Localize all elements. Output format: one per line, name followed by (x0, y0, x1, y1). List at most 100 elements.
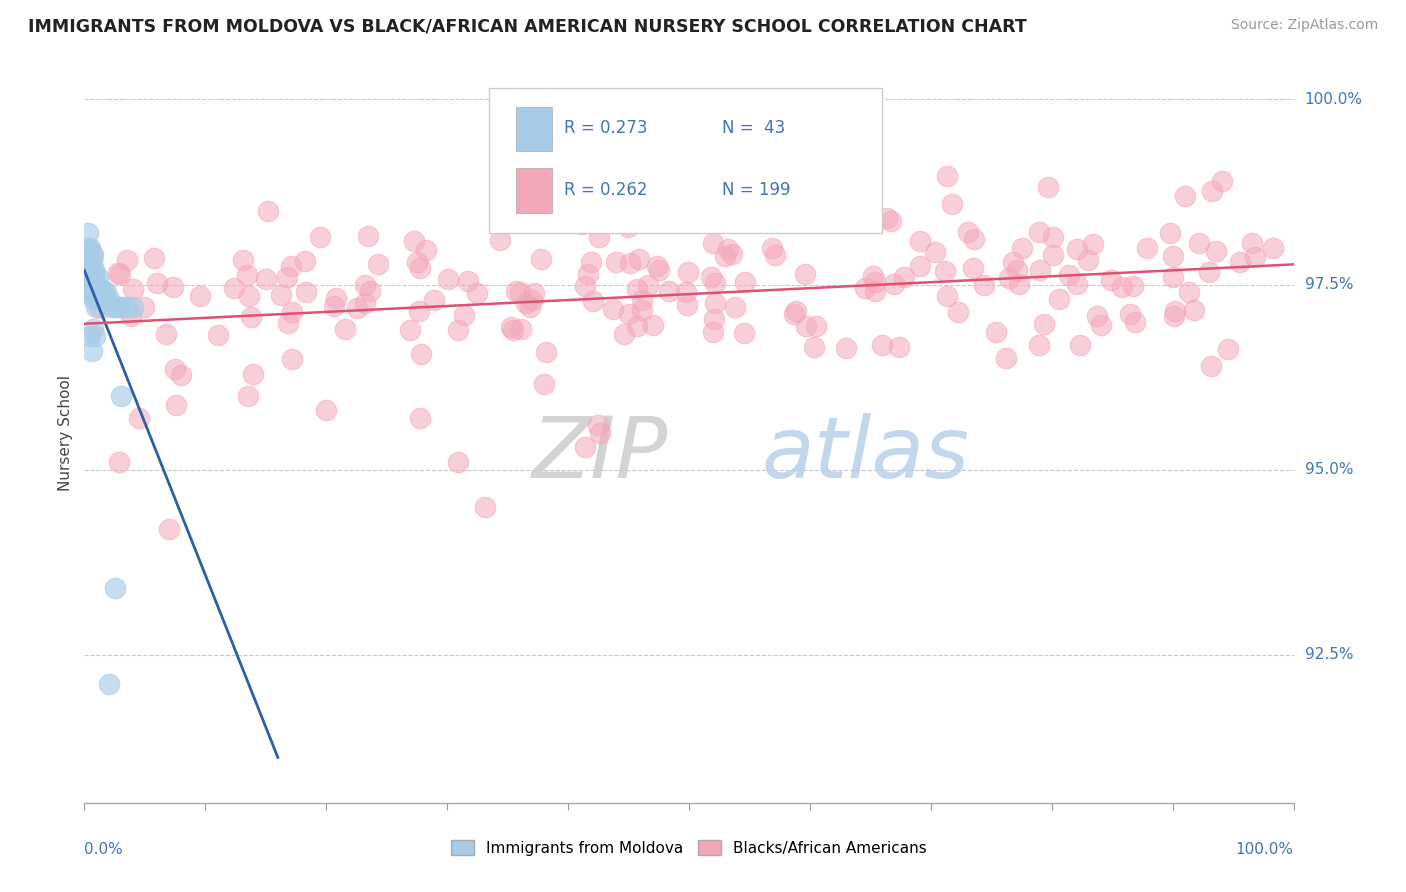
Point (1066, 277, 1088, 291)
Point (637, 278, 659, 293)
Point (862, 268, 884, 283)
Point (89, 293, 111, 307)
Point (505, 284, 527, 298)
Point (1122, 279, 1144, 293)
Point (437, 272, 460, 286)
Point (1028, 225, 1050, 239)
Point (77, 277, 100, 292)
Point (1161, 270, 1184, 285)
Point (83, 262, 105, 277)
Point (353, 277, 375, 292)
Point (80, 277, 103, 292)
Point (499, 319, 522, 334)
Point (422, 293, 444, 308)
Point (1261, 240, 1284, 254)
Point (1136, 241, 1159, 255)
Point (835, 341, 858, 355)
Point (238, 388, 260, 402)
Point (806, 319, 828, 334)
Point (239, 310, 262, 325)
Point (703, 276, 725, 290)
Point (453, 308, 475, 322)
Point (1069, 337, 1091, 351)
Point (97, 293, 120, 307)
Legend: Immigrants from Moldova, Blacks/African Americans: Immigrants from Moldova, Blacks/African … (444, 834, 934, 862)
Point (1028, 338, 1050, 352)
Point (1002, 255, 1025, 269)
Point (447, 323, 470, 337)
Point (1163, 309, 1185, 323)
Point (641, 318, 664, 332)
Point (936, 289, 959, 303)
Point (523, 285, 546, 300)
Point (579, 255, 602, 269)
Point (308, 230, 330, 244)
Point (963, 232, 986, 246)
Point (1090, 318, 1112, 332)
Text: R = 0.273: R = 0.273 (564, 120, 648, 137)
Point (107, 266, 129, 280)
Point (533, 377, 555, 392)
Point (1123, 316, 1146, 330)
Point (962, 260, 984, 275)
Y-axis label: Nursery School: Nursery School (58, 375, 73, 491)
FancyBboxPatch shape (489, 88, 883, 233)
Point (1099, 273, 1122, 287)
Point (242, 367, 264, 381)
Point (110, 388, 132, 402)
Point (1218, 343, 1240, 357)
Point (700, 269, 723, 284)
Point (1161, 249, 1184, 263)
Point (465, 286, 488, 301)
Point (515, 296, 537, 310)
Point (93, 285, 115, 299)
Point (936, 169, 959, 184)
Bar (516, 107, 553, 152)
Point (534, 345, 557, 359)
Point (986, 326, 1008, 340)
Point (502, 323, 524, 337)
Point (276, 269, 298, 284)
Point (84, 270, 107, 285)
Point (908, 234, 931, 248)
Point (91, 283, 114, 297)
Text: 100.0%: 100.0% (1236, 842, 1294, 856)
Point (626, 319, 648, 334)
Point (716, 242, 738, 256)
Point (658, 284, 681, 298)
Point (908, 259, 931, 273)
Point (82, 248, 104, 262)
Point (1198, 265, 1220, 279)
Point (276, 316, 298, 330)
Point (1229, 255, 1251, 269)
Point (1240, 236, 1263, 251)
Point (631, 293, 654, 307)
Point (1011, 241, 1033, 255)
Point (94, 293, 117, 307)
Point (1188, 236, 1211, 251)
Point (257, 204, 280, 219)
Point (76, 248, 98, 262)
Point (87, 285, 110, 299)
Point (782, 307, 804, 321)
Point (574, 441, 596, 455)
Point (893, 269, 915, 284)
Point (588, 418, 610, 433)
Point (957, 225, 980, 239)
Text: 100.0%: 100.0% (1305, 92, 1362, 107)
Point (90, 285, 112, 299)
Point (333, 321, 356, 335)
Point (876, 211, 898, 226)
Point (115, 300, 138, 314)
Point (1205, 244, 1227, 259)
Point (1032, 317, 1054, 331)
Point (1057, 268, 1080, 282)
Point (648, 263, 671, 277)
Point (83, 285, 105, 299)
Point (77, 226, 100, 240)
Point (574, 279, 596, 293)
Point (222, 281, 245, 295)
Point (82, 322, 104, 336)
Point (676, 265, 699, 279)
Point (457, 274, 479, 288)
